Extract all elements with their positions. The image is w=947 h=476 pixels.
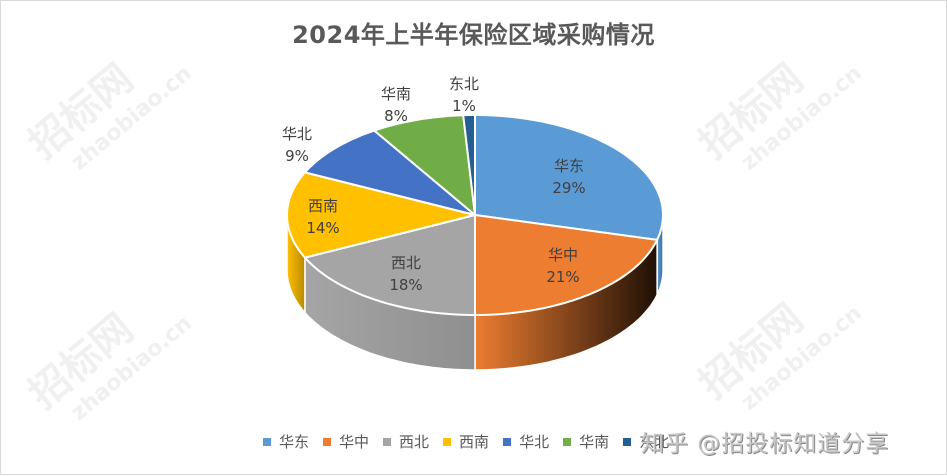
legend-item-xibei[interactable]: 西北 (383, 431, 429, 452)
data-label-huadong: 华东 29% (552, 157, 586, 197)
data-label-dongbei: 东北 1% (448, 75, 480, 115)
legend-swatch (623, 437, 632, 446)
credit-watermark: 知乎 @招投标知道分享 (641, 431, 890, 457)
pie-slice-华中[interactable] (474, 214, 659, 316)
data-label-huazhong: 华中 21% (546, 246, 580, 286)
legend-swatch (263, 437, 271, 446)
data-label-huabei: 华北 9% (281, 125, 313, 165)
pie-slice-华北[interactable] (303, 129, 476, 216)
data-label-xinan: 西南 14% (306, 197, 340, 237)
legend-item-huadong[interactable]: 华东 (263, 431, 309, 452)
data-label-xibei: 西北 18% (389, 254, 423, 294)
legend-swatch (383, 437, 392, 446)
pie-slice-华南[interactable] (373, 114, 476, 216)
legend-item-xinan[interactable]: 西南 (443, 431, 489, 452)
chart-title: 2024年上半年保险区域采购情况 (292, 21, 655, 49)
chart-legend: 华东 华中 西北 西南 华北 华南 东北 (263, 431, 683, 452)
legend-item-huazhong[interactable]: 华中 (323, 431, 369, 452)
legend-item-huabei[interactable]: 华北 (503, 431, 549, 452)
pie-slice-西南[interactable] (286, 171, 476, 259)
pie-slice-东北[interactable] (462, 114, 476, 216)
legend-swatch (443, 437, 452, 446)
legend-item-huanan[interactable]: 华南 (563, 431, 609, 452)
pie-slice-西北[interactable] (303, 214, 476, 316)
legend-swatch (563, 437, 572, 446)
legend-item-dongbei[interactable]: 东北 (623, 431, 669, 452)
legend-swatch (323, 437, 332, 446)
legend-swatch (503, 437, 512, 446)
pie-slice-华东[interactable] (474, 114, 664, 241)
data-label-huanan: 华南 8% (380, 85, 412, 125)
